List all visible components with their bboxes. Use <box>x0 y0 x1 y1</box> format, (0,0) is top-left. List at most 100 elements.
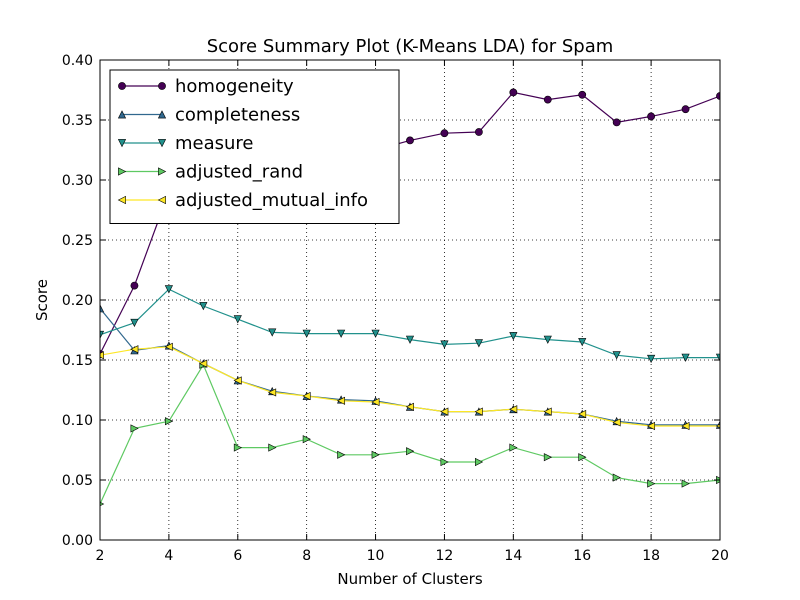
data-point <box>577 409 587 419</box>
axis-ticks: 2 4 6 8 10 12 14 16 18 20 0.00 0.05 0.10 0.15 0.20 0.25… <box>62 53 729 564</box>
data-point <box>715 353 720 362</box>
legend-label: adjusted_mutual_info <box>175 190 368 211</box>
data-point <box>681 353 690 362</box>
y-tick-label: 0.35 <box>62 113 93 129</box>
data-point <box>267 388 277 397</box>
data-point <box>130 424 139 433</box>
series-completeness <box>100 304 720 429</box>
series-adjusted-mutual-info <box>100 342 720 431</box>
legend-marker <box>158 82 166 90</box>
x-tick-label: 6 <box>233 548 242 564</box>
data-point <box>578 453 587 462</box>
legend-item: measure <box>117 133 254 154</box>
x-axis-title: Number of Clusters <box>337 570 482 588</box>
data-point <box>612 351 621 360</box>
data-point <box>164 342 173 351</box>
legend-marker <box>157 110 167 119</box>
data-point <box>715 423 720 429</box>
y-tick-label: 0.15 <box>62 353 93 369</box>
data-point <box>647 112 656 121</box>
x-tick-label: 20 <box>711 548 729 564</box>
data-point <box>233 443 243 452</box>
legend-label: completeness <box>175 105 300 126</box>
series-line <box>100 346 720 427</box>
chart-title: Score Summary Plot (K-Means LDA) for Spa… <box>207 36 614 57</box>
data-point <box>233 376 242 385</box>
data-point <box>440 407 449 416</box>
data-point <box>268 443 277 452</box>
legend-label: adjusted_rand <box>175 162 303 183</box>
legend-marker <box>118 82 126 90</box>
x-tick-label: 10 <box>367 548 385 564</box>
data-point <box>509 332 518 341</box>
legend-item: homogeneity <box>118 76 294 97</box>
data-point <box>405 335 415 344</box>
data-point <box>509 88 518 97</box>
data-point <box>371 397 380 407</box>
data-point <box>164 417 174 426</box>
data-point <box>100 304 105 313</box>
legend-marker <box>158 167 167 176</box>
y-tick-label: 0.40 <box>62 53 93 69</box>
data-point <box>164 285 173 294</box>
data-point <box>406 136 414 145</box>
data-point <box>130 281 139 290</box>
data-point <box>612 418 621 427</box>
data-point <box>405 402 414 411</box>
y-tick-label: 0.00 <box>62 533 93 549</box>
data-point <box>646 421 656 431</box>
data-point <box>578 90 587 99</box>
data-point <box>543 407 552 416</box>
data-point <box>647 354 656 364</box>
data-point <box>337 329 346 338</box>
data-point <box>130 345 139 354</box>
x-tick-label: 14 <box>504 548 522 564</box>
legend-marker <box>117 110 127 119</box>
data-point <box>474 407 483 416</box>
data-point <box>302 435 311 444</box>
data-point <box>474 339 483 348</box>
data-point <box>302 391 311 401</box>
y-tick-label: 0.30 <box>62 173 93 189</box>
data-point <box>371 329 380 338</box>
data-point <box>440 457 449 467</box>
data-point <box>336 396 346 405</box>
series-line <box>100 363 720 505</box>
y-axis-title: Score <box>33 279 51 321</box>
data-point <box>406 447 415 456</box>
data-point <box>578 338 587 347</box>
legend-box <box>109 69 400 224</box>
data-point <box>543 95 552 104</box>
data-point <box>199 302 208 311</box>
y-tick-label: 0.20 <box>62 293 93 309</box>
legend-marker <box>157 195 166 205</box>
x-tick-label: 2 <box>96 548 105 564</box>
x-tick-label: 18 <box>642 548 660 564</box>
legend-item: adjusted_mutual_info <box>117 190 368 211</box>
legend-marker <box>117 139 127 148</box>
data-point <box>681 479 690 488</box>
y-tick-label: 0.10 <box>62 413 93 429</box>
data-point <box>543 453 553 462</box>
data-point <box>509 443 518 452</box>
data-point <box>647 479 656 488</box>
legend-label: measure <box>175 133 254 154</box>
data-point <box>543 335 552 344</box>
series-adjusted-rand <box>100 360 720 507</box>
data-point <box>268 328 277 337</box>
data-point <box>440 340 449 349</box>
x-tick-label: 8 <box>302 548 311 564</box>
y-tick-label: 0.25 <box>62 233 93 249</box>
data-point <box>233 315 242 324</box>
data-point <box>337 450 346 459</box>
data-point <box>100 501 105 507</box>
data-point <box>474 457 484 467</box>
data-point <box>509 405 518 414</box>
data-point <box>130 318 139 328</box>
data-point <box>440 129 449 138</box>
series-measure <box>100 285 720 364</box>
data-point <box>199 359 208 368</box>
legend-marker <box>157 139 167 148</box>
legend: homogeneity completeness measure adjusted_r… <box>109 69 400 224</box>
